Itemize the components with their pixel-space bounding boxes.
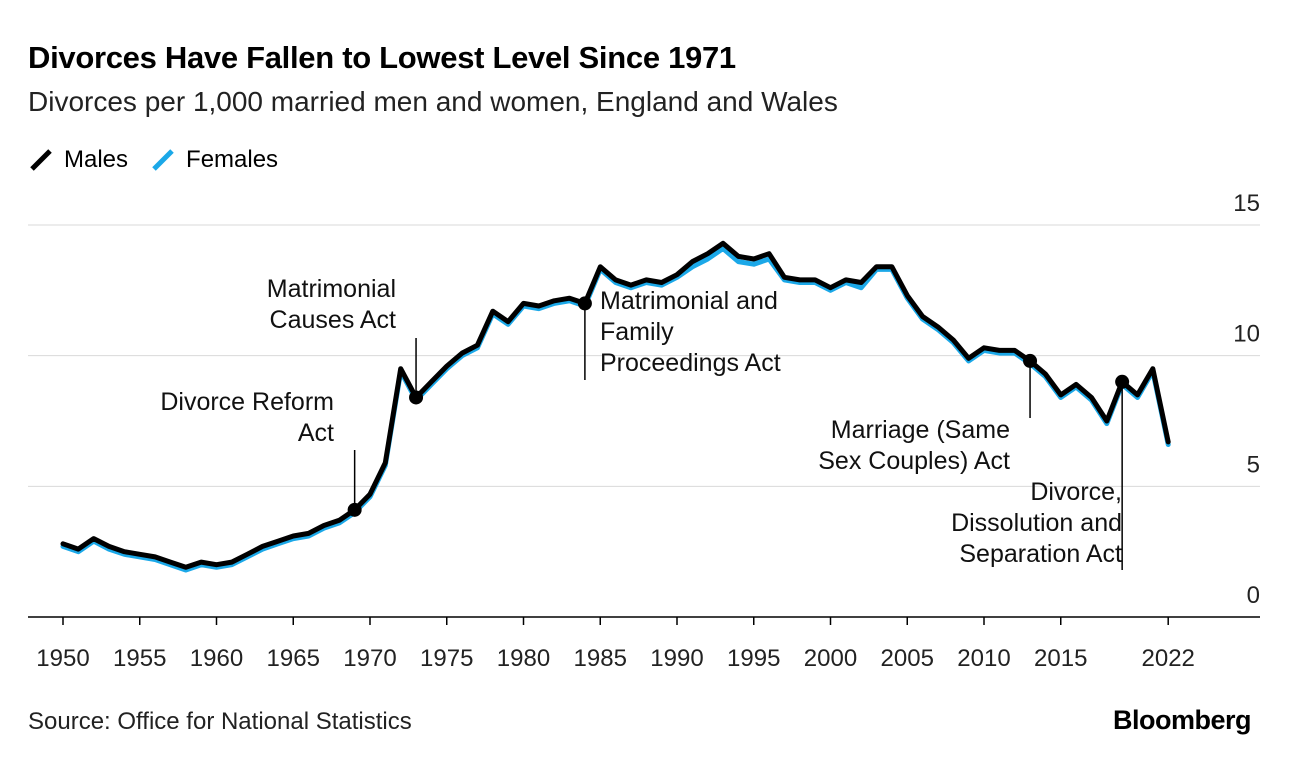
annotation-label-line: Causes Act — [270, 306, 397, 334]
x-tick-label-1995: 1995 — [727, 645, 780, 672]
annotation-label-line: Separation Act — [959, 540, 1122, 568]
annotation-label-2013: Marriage (Same Sex Couples) Act — [818, 416, 1010, 475]
females-swatch-icon — [152, 149, 174, 171]
annotation-label-line: Matrimonial and — [600, 287, 778, 315]
x-tick-label-2005: 2005 — [881, 645, 934, 672]
brand-logo: Bloomberg — [1112, 705, 1252, 735]
annotation-label-line: Family — [600, 318, 674, 346]
chart-title: Divorces Have Fallen to Lowest Level Sin… — [28, 40, 736, 75]
annotation-label-1969: Divorce Reform Act — [160, 388, 334, 447]
annotation-marker-2013 — [1023, 353, 1038, 368]
x-tick-label-1965: 1965 — [267, 645, 320, 672]
annotation-marker-2019 — [1115, 374, 1130, 389]
x-tick-label-1970: 1970 — [343, 645, 396, 672]
x-tick-label-1980: 1980 — [497, 645, 550, 672]
x-tick-label-1955: 1955 — [113, 645, 166, 672]
legend: Males Females — [28, 146, 300, 174]
annotation-label-line: Divorce, — [1030, 478, 1122, 506]
series-line-males — [60, 240, 1171, 570]
x-tick-label-1960: 1960 — [190, 645, 243, 672]
x-tick-label-1950: 1950 — [36, 645, 89, 672]
x-tick-label-1990: 1990 — [650, 645, 703, 672]
x-tick-label-2022: 2022 — [1142, 645, 1195, 672]
source-note: Source: Office for National Statistics — [28, 708, 412, 735]
y-tick-label-10: 10 — [1233, 321, 1260, 348]
legend-item-females: Females — [150, 146, 278, 174]
y-tick-label-15: 15 — [1233, 190, 1260, 217]
annotation-marker-1973 — [409, 390, 424, 405]
legend-label-females: Females — [186, 146, 279, 173]
legend-label-males: Males — [64, 146, 129, 173]
annotation-label-line: Marriage (Same — [831, 416, 1010, 444]
x-tick-label-2000: 2000 — [804, 645, 857, 672]
x-tick-label-1975: 1975 — [420, 645, 473, 672]
annotation-marker-1984 — [577, 296, 592, 311]
annotation-label-line: Act — [298, 419, 334, 447]
annotation-label-line: Sex Couples) Act — [818, 447, 1010, 475]
males-swatch-icon — [30, 149, 52, 171]
legend-item-males: Males — [28, 146, 128, 174]
annotation-label-line: Dissolution and — [951, 509, 1122, 537]
y-tick-label-5: 5 — [1247, 451, 1260, 478]
annotation-label-line: Divorce Reform — [160, 388, 334, 416]
annotation-label-2019: Divorce, Dissolution and Separation Act — [951, 478, 1122, 568]
x-tick-label-2015: 2015 — [1034, 645, 1087, 672]
chart-subtitle: Divorces per 1,000 married men and women… — [28, 86, 838, 117]
x-tick-label-2010: 2010 — [957, 645, 1010, 672]
annotation-marker-1969 — [347, 502, 362, 517]
annotation-label-line: Matrimonial — [267, 275, 396, 303]
annotation-label-1973: Matrimonial Causes Act — [267, 275, 396, 334]
annotation-label-line: Proceedings Act — [600, 349, 781, 377]
y-tick-label-0: 0 — [1247, 582, 1260, 609]
annotation-label-1984: Matrimonial and Family Proceedings Act — [600, 287, 781, 377]
x-tick-label-1985: 1985 — [574, 645, 627, 672]
